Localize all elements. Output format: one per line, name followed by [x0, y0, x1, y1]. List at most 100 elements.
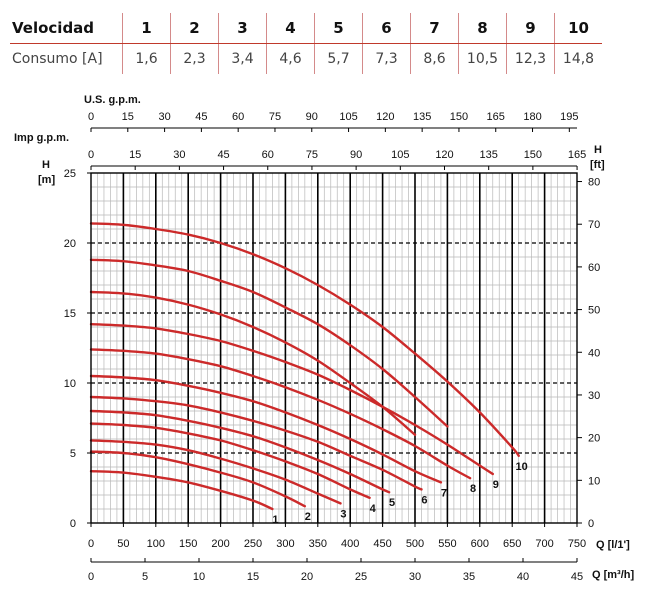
h-ft-tick-label: 20 — [588, 433, 600, 445]
h-ft-tick-label: 0 — [588, 518, 594, 530]
q-m3h-tick-label: 35 — [463, 571, 475, 583]
q-lmin-tick-label: 450 — [373, 538, 391, 550]
h-ft-tick-label: 30 — [588, 390, 600, 402]
performance-curve — [89, 439, 342, 505]
q-lmin-tick-label: 500 — [406, 538, 424, 550]
us-gpm-tick-label: 135 — [413, 111, 431, 123]
us-gpm-tick-label: 105 — [339, 111, 357, 123]
h-m-axis-unit: [m] — [38, 174, 55, 186]
imp-gpm-axis-label: Imp g.p.m. — [14, 132, 69, 144]
q-lmin-tick-label: 750 — [568, 538, 586, 550]
curve-label: 8 — [470, 483, 476, 495]
h-ft-tick-label: 40 — [588, 347, 600, 359]
chart-grid — [91, 173, 577, 523]
h-ft-tick-label: 50 — [588, 305, 600, 317]
q-m3h-tick-label: 30 — [409, 571, 421, 583]
consumption-cell: 10,5 — [458, 43, 507, 74]
speed-cell: 4 — [266, 13, 315, 44]
q-m3h-tick-label: 20 — [301, 571, 313, 583]
speed-cell: 6 — [362, 13, 411, 44]
curve-label: 6 — [421, 494, 427, 506]
imp-gpm-tick-label: 120 — [435, 149, 453, 161]
q-lmin-tick-label: 50 — [117, 538, 129, 550]
q-lmin-tick-label: 700 — [535, 538, 553, 550]
q-m3h-tick-label: 10 — [193, 571, 205, 583]
h-m-tick-label: 5 — [70, 448, 76, 460]
q-lmin-axis-label: Q [l/1'] — [596, 539, 630, 551]
us-gpm-tick-label: 195 — [560, 111, 578, 123]
h-m-tick-label: 15 — [64, 308, 76, 320]
imp-gpm-tick-label: 135 — [480, 149, 498, 161]
curve-label: 1 — [272, 514, 278, 526]
performance-curve — [89, 470, 274, 511]
speed-cell: 3 — [218, 13, 267, 44]
speed-cell: 8 — [458, 13, 507, 44]
us-gpm-tick-label: 120 — [376, 111, 394, 123]
q-lmin-tick-label: 100 — [147, 538, 165, 550]
us-gpm-tick-label: 75 — [269, 111, 281, 123]
imp-gpm-tick-label: 45 — [217, 149, 229, 161]
chart-axes — [87, 127, 582, 563]
q-lmin-tick-label: 350 — [309, 538, 327, 550]
chart-curve-labels: 1 2 3 4 5 6 7 8 9 10 — [272, 461, 527, 526]
us-gpm-axis-label: U.S. g.p.m. — [84, 94, 141, 106]
curve-label: 3 — [340, 508, 346, 520]
h-m-tick-label: 10 — [64, 378, 76, 390]
performance-curve — [89, 222, 520, 457]
h-ft-axis-unit: [ft] — [590, 159, 605, 171]
h-ft-tick-label: 60 — [588, 262, 600, 274]
q-lmin-tick-label: 200 — [211, 538, 229, 550]
curve-label: 10 — [516, 461, 528, 473]
h-ft-axis-label: H — [594, 144, 602, 156]
performance-curve — [89, 374, 443, 484]
consumption-cell: 8,6 — [410, 43, 459, 74]
curve-label: 9 — [493, 479, 499, 491]
consumption-row-label: Consumo [A] — [12, 51, 103, 67]
speed-cell: 5 — [314, 13, 363, 44]
us-gpm-tick-label: 90 — [306, 111, 318, 123]
speed-cell: 1 — [122, 13, 171, 44]
curve-label: 5 — [389, 497, 395, 509]
us-gpm-tick-label: 30 — [158, 111, 170, 123]
speed-cell: 9 — [506, 13, 555, 44]
h-ft-tick-label: 70 — [588, 219, 600, 231]
q-m3h-tick-label: 25 — [355, 571, 367, 583]
speed-consumption-table: Velocidad 1 2 3 4 5 6 7 8 9 10 Consumo [… — [10, 13, 602, 74]
h-m-axis-label: H — [42, 159, 50, 171]
q-m3h-tick-label: 15 — [247, 571, 259, 583]
imp-gpm-tick-label: 75 — [306, 149, 318, 161]
performance-curve — [89, 422, 371, 499]
q-lmin-tick-label: 0 — [88, 538, 94, 550]
consumption-row: Consumo [A] 1,6 2,3 3,4 4,6 5,7 7,3 8,6 … — [10, 43, 602, 74]
q-m3h-tick-label: 0 — [88, 571, 94, 583]
curve-label: 4 — [370, 503, 377, 515]
consumption-cell: 14,8 — [554, 43, 602, 74]
speed-cell: 2 — [170, 13, 219, 44]
q-lmin-tick-label: 650 — [503, 538, 521, 550]
performance-curve — [89, 450, 306, 508]
chart-curves — [89, 222, 520, 511]
us-gpm-tick-label: 45 — [195, 111, 207, 123]
imp-gpm-tick-label: 150 — [524, 149, 542, 161]
q-m3h-axis-label: Q [m³/h] — [592, 569, 634, 581]
q-lmin-tick-label: 600 — [471, 538, 489, 550]
imp-gpm-tick-label: 0 — [88, 149, 94, 161]
h-ft-tick-label: 10 — [588, 475, 600, 487]
imp-gpm-tick-label: 90 — [350, 149, 362, 161]
h-ft-tick-label: 80 — [588, 177, 600, 189]
us-gpm-tick-label: 0 — [88, 111, 94, 123]
q-lmin-tick-label: 250 — [244, 538, 262, 550]
imp-gpm-tick-label: 60 — [262, 149, 274, 161]
us-gpm-tick-label: 165 — [487, 111, 505, 123]
q-lmin-tick-label: 400 — [341, 538, 359, 550]
consumption-cell: 7,3 — [362, 43, 411, 74]
consumption-cell: 12,3 — [506, 43, 555, 74]
performance-curve — [89, 323, 494, 476]
q-lmin-tick-label: 150 — [179, 538, 197, 550]
q-lmin-tick-label: 550 — [438, 538, 456, 550]
h-m-tick-label: 0 — [70, 518, 76, 530]
consumption-cell: 4,6 — [266, 43, 315, 74]
plot-frame — [90, 172, 578, 524]
